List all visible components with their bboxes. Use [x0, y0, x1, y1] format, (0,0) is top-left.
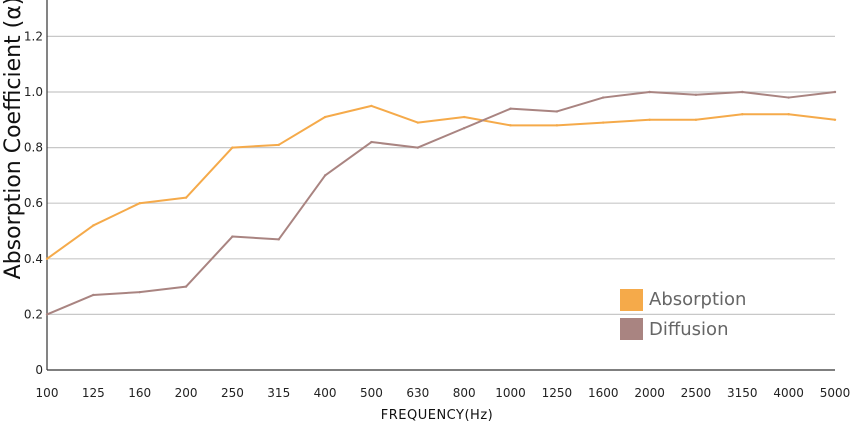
x-tick-label: 200 — [175, 386, 198, 400]
data-point-diffusion — [741, 90, 744, 94]
data-point-diffusion — [45, 313, 49, 316]
x-tick-label: 1000 — [495, 386, 526, 400]
data-point-absorption — [45, 257, 49, 260]
data-point-diffusion — [277, 238, 280, 241]
data-point-diffusion — [416, 146, 420, 149]
data-point-absorption — [555, 124, 559, 127]
legend-swatch-diffusion — [620, 318, 643, 340]
x-tick-label: 160 — [128, 386, 151, 400]
data-point-diffusion — [787, 96, 790, 99]
data-point-diffusion — [184, 285, 188, 288]
data-point-absorption — [323, 115, 327, 119]
data-point-diffusion — [138, 290, 141, 294]
data-point-diffusion — [370, 140, 373, 144]
data-point-diffusion — [92, 293, 95, 297]
y-tick-label: 0.8 — [24, 141, 43, 155]
series-line-absorption — [46, 104, 836, 260]
data-point-absorption — [138, 202, 141, 205]
data-point-absorption — [602, 121, 605, 124]
legend: Absorption Diffusion — [620, 289, 746, 340]
x-tick-label: 3150 — [727, 386, 758, 400]
y-tick-label: 0 — [35, 363, 43, 377]
data-point-absorption — [833, 118, 837, 122]
y-tick-label: 0.2 — [24, 307, 43, 321]
data-point-absorption — [370, 104, 373, 108]
data-point-diffusion — [648, 90, 651, 94]
data-point-diffusion — [833, 90, 837, 94]
data-point-absorption — [787, 113, 790, 116]
y-tick-label: 1.2 — [24, 29, 43, 43]
data-point-absorption — [694, 118, 698, 122]
x-tick-label: 1600 — [588, 386, 619, 400]
data-point-absorption — [231, 146, 234, 149]
x-tick-labels: 100 125 160 200 250 315 400 500 630 800 1000 1250 16… — [36, 386, 851, 400]
axes — [46, 0, 835, 371]
data-point-diffusion — [602, 96, 605, 99]
x-tick-label: 400 — [314, 386, 337, 400]
x-tick-label: 1250 — [542, 386, 573, 400]
x-tick-label: 630 — [406, 386, 429, 400]
x-axis-title: FREQUENCY(Hz) — [381, 408, 493, 423]
data-point-diffusion — [231, 235, 234, 238]
data-point-absorption — [509, 124, 512, 127]
x-tick-label: 100 — [36, 386, 59, 400]
x-tick-label: 250 — [221, 386, 244, 400]
data-point-absorption — [277, 143, 280, 147]
x-tick-label: 500 — [360, 386, 383, 400]
data-point-absorption — [741, 113, 744, 116]
y-tick-label: 1.0 — [24, 85, 43, 99]
legend-label-absorption: Absorption — [649, 289, 746, 310]
legend-swatch-absorption — [620, 289, 643, 311]
x-tick-label: 125 — [82, 386, 105, 400]
data-point-diffusion — [694, 93, 698, 96]
data-point-absorption — [648, 118, 651, 122]
x-tick-label: 4000 — [773, 386, 804, 400]
series-lines — [45, 90, 837, 316]
x-tick-label: 5000 — [820, 386, 851, 400]
legend-label-diffusion: Diffusion — [649, 319, 728, 340]
x-tick-label: 315 — [267, 386, 290, 400]
data-point-diffusion — [462, 126, 466, 130]
series-line-diffusion — [46, 91, 836, 316]
data-point-absorption — [92, 224, 95, 227]
data-point-absorption — [184, 196, 188, 199]
y-tick-label: 0.6 — [24, 196, 43, 210]
gridlines — [47, 35, 835, 315]
x-tick-label: 2500 — [681, 386, 712, 400]
data-point-absorption — [462, 115, 466, 119]
x-tick-label: 2000 — [634, 386, 665, 400]
x-tick-label: 800 — [453, 386, 476, 400]
y-tick-label: 0.4 — [24, 252, 43, 266]
data-point-diffusion — [323, 174, 327, 177]
data-point-diffusion — [509, 107, 512, 110]
y-tick-labels: 0 0.2 0.4 0.6 0.8 1.0 1.2 — [24, 29, 43, 377]
data-point-diffusion — [555, 110, 559, 113]
data-point-absorption — [416, 121, 420, 124]
y-axis-title: Absorption Coefficient (α) — [1, 0, 26, 279]
